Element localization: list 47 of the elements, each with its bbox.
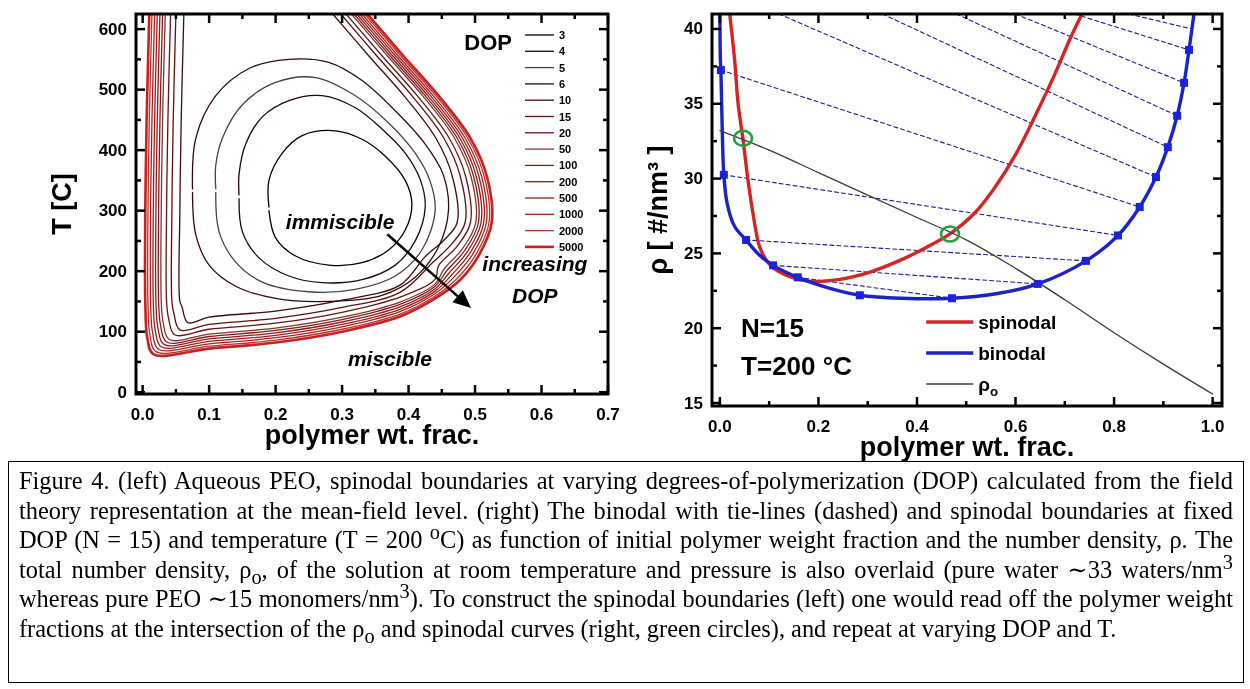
y-tick-label: 40 xyxy=(684,19,703,39)
annotation: miscible xyxy=(347,346,433,370)
y-tick-label: 25 xyxy=(684,243,703,263)
legend-label: 3 xyxy=(559,29,566,41)
x-tick-label: 0.2 xyxy=(806,417,831,436)
annotation: N=15 xyxy=(741,313,804,344)
y-tick-label: 30 xyxy=(684,169,703,189)
legend-label: binodal xyxy=(978,342,1046,364)
text: Figure 4. (left) Aqueous PEO, spinodal boundaries at varying degrees-of-polymerization (DOP) calculated from the field theory representation at the mean-field level. (right) The binodal with tie-lines (dashed) and spinodal boundaries at fixed DOP (N = 15) and temperature (T = 200 $^{o}$C) as function of initial polymer weight fraction and the number density, ρ. The total number density, ρ$_{o}$, of the solution at room temperature and pressure is also overlaid (pure water ∼33 waters/nm$^{3}$ whereas pure PEO ∼15 monomers/nm$^{3}$). To construct the spinodal boundaries (left) one would read off the polymer weight fractions at the intersection of the ρ$_{o}$ and spinodal curves (right, green circles), and repeat at varying DOP and T. xyxy=(19,467,1234,647)
annotation: T=200 °C xyxy=(741,350,853,381)
x-tick-label: 0.8 xyxy=(1102,417,1126,436)
legend-label: 5000 xyxy=(559,240,584,253)
y-tick-label: 0 xyxy=(117,382,127,402)
legend-label: spinodal xyxy=(978,311,1057,333)
y-tick-label: 300 xyxy=(98,201,127,221)
y-axis-title: ρ [ #/nm³ ] xyxy=(643,145,673,275)
x-tick-label: 0.7 xyxy=(596,405,620,424)
legend-label: 1000 xyxy=(559,208,584,221)
y-tick-label: 35 xyxy=(684,94,703,114)
y-tick-label: 200 xyxy=(98,261,127,281)
x-tick-label: 0.6 xyxy=(529,405,554,424)
legend-label: 20 xyxy=(559,126,572,139)
x-tick-label: 0.0 xyxy=(130,405,155,424)
legend-label: 100 xyxy=(559,159,578,172)
legend-label: 6 xyxy=(559,77,566,90)
y-tick-label: 20 xyxy=(684,318,703,338)
legend-label: 15 xyxy=(559,110,572,123)
x-tick-label: 0.1 xyxy=(197,405,221,424)
y-tick-label: 600 xyxy=(98,19,127,39)
legend-label: 5 xyxy=(559,61,566,74)
x-tick-label: 0.0 xyxy=(708,417,732,436)
y-axis-title: T [C] xyxy=(47,173,77,235)
annotation: increasing DOP xyxy=(482,252,588,308)
annotation: immiscible xyxy=(285,209,395,233)
legend-label: 2000 xyxy=(559,224,584,237)
y-tick-label: 400 xyxy=(98,140,127,160)
legend-label: 50 xyxy=(559,143,572,156)
x-tick-label: 1.0 xyxy=(1200,417,1225,436)
legend-label: 10 xyxy=(559,94,572,107)
legend-label: 4 xyxy=(559,45,566,58)
legend-label: 200 xyxy=(559,175,578,188)
legend-title: DOP xyxy=(464,30,512,55)
y-tick-label: 100 xyxy=(98,322,127,342)
legend-label: ρ$_{o}$ xyxy=(978,373,999,399)
y-tick-label: 500 xyxy=(98,80,127,100)
y-tick-label: 15 xyxy=(684,393,703,413)
legend-label: 500 xyxy=(559,192,578,204)
